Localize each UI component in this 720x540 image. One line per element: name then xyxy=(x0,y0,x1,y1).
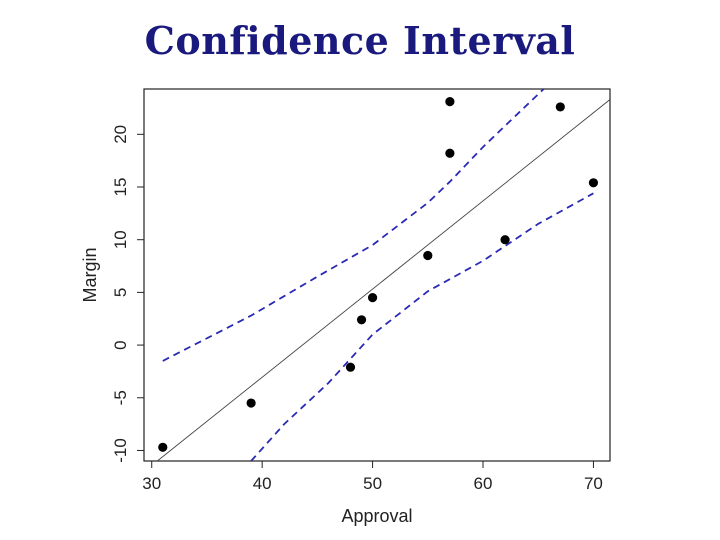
data-point xyxy=(356,315,367,325)
plot-frame xyxy=(143,88,611,462)
x-tick-label: 70 xyxy=(584,474,603,493)
ci-lower-line xyxy=(250,192,594,461)
data-point xyxy=(246,398,256,408)
y-tick-label: 0 xyxy=(111,340,130,349)
y-tick-label: 15 xyxy=(111,178,130,197)
y-tick-label: 5 xyxy=(111,288,130,297)
data-point xyxy=(367,293,378,303)
x-axis: 30 40 50 60 70 xyxy=(142,461,603,493)
plot-area xyxy=(157,89,610,461)
data-point xyxy=(555,102,565,112)
x-axis-label: Approval xyxy=(341,506,412,526)
y-tick-label: -10 xyxy=(111,438,130,463)
data-point xyxy=(345,362,356,372)
slide-title: Confidence Interval xyxy=(144,18,576,63)
y-tick-label: -5 xyxy=(111,390,130,405)
data-point xyxy=(500,235,510,245)
x-tick-label: 40 xyxy=(253,474,272,493)
data-point xyxy=(423,250,433,261)
data-point xyxy=(445,148,455,158)
ci-upper-line xyxy=(162,89,545,362)
data-point xyxy=(158,442,168,452)
y-axis: -10 -5 0 5 10 15 20 xyxy=(111,125,144,463)
regression-line xyxy=(157,99,610,461)
y-tick-label: 10 xyxy=(111,230,130,249)
x-tick-label: 30 xyxy=(142,474,161,493)
data-point xyxy=(588,178,599,188)
y-axis-label: Margin xyxy=(80,247,100,302)
x-tick-label: 60 xyxy=(474,474,493,493)
y-tick-label: 20 xyxy=(111,125,130,144)
data-point xyxy=(445,97,455,107)
x-tick-label: 50 xyxy=(363,474,382,493)
